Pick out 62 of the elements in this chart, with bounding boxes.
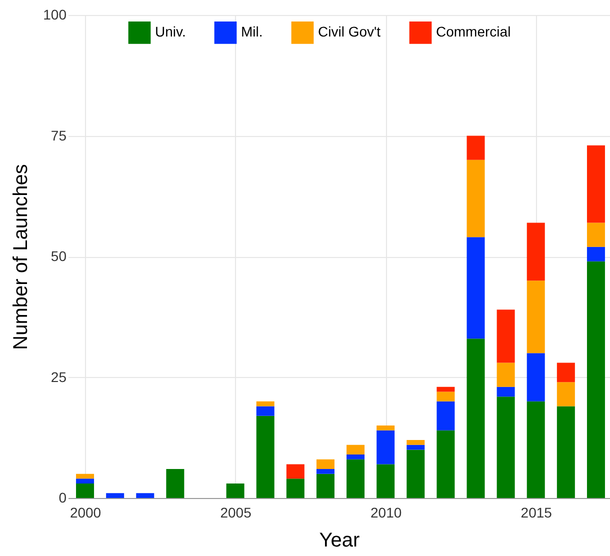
- bar: [346, 444, 365, 455]
- bar: [436, 430, 455, 498]
- bar: [316, 469, 334, 474]
- x-tick-label: 2005: [220, 504, 252, 520]
- bar: [406, 440, 425, 445]
- bar: [496, 386, 515, 397]
- bar: [436, 401, 455, 430]
- bar: [526, 222, 545, 281]
- y-tick-label: 100: [43, 6, 67, 22]
- bar: [556, 382, 575, 406]
- bar: [316, 474, 334, 498]
- bar: [496, 362, 515, 387]
- bar: [466, 160, 485, 238]
- bar: [466, 338, 485, 498]
- x-tick-label: 2010: [370, 504, 402, 520]
- legend-label: Commercial: [436, 24, 511, 40]
- bar: [166, 469, 184, 498]
- bar: [376, 426, 395, 430]
- x-tick-label: 2015: [520, 504, 552, 520]
- y-tick-label: 25: [50, 368, 67, 385]
- bar: [586, 222, 605, 247]
- bar: [496, 310, 515, 363]
- legend-label: Mil.: [241, 24, 263, 40]
- bar: [406, 444, 425, 450]
- bar: [136, 493, 154, 498]
- y-tick-label: 50: [50, 248, 67, 264]
- x-axis-title: Year: [319, 530, 360, 552]
- bar: [586, 145, 605, 223]
- x-tick-label: 2000: [70, 504, 102, 520]
- bar: [286, 464, 304, 479]
- bar: [106, 493, 124, 498]
- bar: [76, 478, 94, 484]
- bar: [436, 386, 455, 392]
- bar: [406, 450, 425, 498]
- bar: [346, 459, 365, 498]
- bar: [316, 459, 334, 470]
- bar: [76, 484, 94, 498]
- bar: [256, 401, 274, 406]
- y-tick-label: 75: [50, 127, 67, 144]
- legend-label: Civil Gov't: [318, 24, 381, 40]
- bar: [526, 401, 545, 498]
- bar: [286, 478, 304, 498]
- bar: [346, 454, 365, 460]
- bar: [556, 362, 575, 382]
- bar: [526, 280, 545, 354]
- bar: [256, 406, 274, 416]
- bar: [376, 430, 395, 464]
- y-axis-title: Number of Launches: [10, 164, 32, 350]
- bar: [76, 474, 94, 479]
- y-tick-label: 0: [58, 490, 67, 506]
- bar: [466, 136, 485, 160]
- bar: [586, 246, 605, 262]
- bar: [376, 464, 395, 498]
- bar: [496, 396, 515, 498]
- bar: [526, 353, 545, 402]
- bar: [466, 237, 485, 339]
- bar: [226, 484, 244, 498]
- bar: [586, 261, 605, 498]
- bar: [556, 406, 575, 498]
- legend-label: Univ.: [155, 24, 186, 40]
- bar: [436, 392, 455, 402]
- bar: [256, 416, 274, 498]
